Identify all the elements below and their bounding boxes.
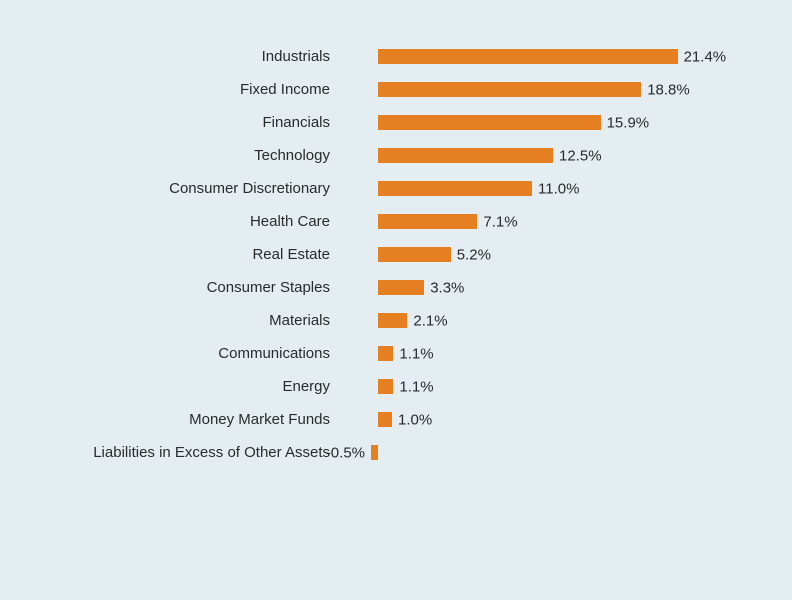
bar (378, 82, 641, 97)
value-label: 1.1% (399, 378, 433, 395)
chart-row: Energy 1.1% (40, 370, 732, 403)
value-label: 7.1% (483, 213, 517, 230)
bar-area: 1.1% (340, 370, 732, 403)
chart-row: Financials 15.9% (40, 106, 732, 139)
bar-area: 1.0% (340, 403, 732, 436)
bar (378, 412, 392, 427)
value-label: 12.5% (559, 147, 602, 164)
bar-area: 3.3% (340, 271, 732, 304)
bar-area: 12.5% (340, 139, 732, 172)
category-label: Real Estate (40, 246, 340, 263)
chart-row: Technology 12.5% (40, 139, 732, 172)
bar (378, 346, 393, 361)
bar (378, 148, 553, 163)
chart-row: Health Care 7.1% (40, 205, 732, 238)
allocation-bar-chart: Industrials 21.4% Fixed Income 18.8% Financi… (0, 0, 792, 600)
category-label: Health Care (40, 213, 340, 230)
value-label: 11.0% (538, 180, 579, 197)
bar-area: 21.4% (340, 40, 732, 73)
bar-area: 7.1% (340, 205, 732, 238)
bar-area: -0.5% (340, 436, 732, 469)
bar-area: 2.1% (340, 304, 732, 337)
value-label: 5.2% (457, 246, 491, 263)
value-label: 18.8% (647, 81, 690, 98)
value-label: 2.1% (413, 312, 447, 329)
category-label: Money Market Funds (40, 411, 340, 428)
category-label: Energy (40, 378, 340, 395)
value-label: 21.4% (684, 48, 727, 65)
value-label: 1.1% (399, 345, 433, 362)
chart-row: Fixed Income 18.8% (40, 73, 732, 106)
bar (371, 445, 378, 460)
chart-row: Industrials 21.4% (40, 40, 732, 73)
bar-area: 5.2% (340, 238, 732, 271)
chart-row: Real Estate 5.2% (40, 238, 732, 271)
chart-rows: Industrials 21.4% Fixed Income 18.8% Financi… (40, 40, 732, 469)
value-label: 15.9% (607, 114, 650, 131)
category-label: Consumer Staples (40, 279, 340, 296)
bar (378, 115, 601, 130)
bar-area: 15.9% (340, 106, 732, 139)
category-label: Materials (40, 312, 340, 329)
chart-row: Materials 2.1% (40, 304, 732, 337)
bar (378, 313, 407, 328)
bar (378, 181, 532, 196)
category-label: Consumer Discretionary (40, 180, 340, 197)
value-label: 1.0% (398, 411, 432, 428)
bar-area: 11.0% (340, 172, 732, 205)
category-label: Communications (40, 345, 340, 362)
bar-area: 1.1% (340, 337, 732, 370)
bar (378, 49, 678, 64)
chart-row: Money Market Funds 1.0% (40, 403, 732, 436)
chart-row: Liabilities in Excess of Other Assets-0.… (40, 436, 732, 469)
category-label: Technology (40, 147, 340, 164)
bar (378, 280, 424, 295)
category-label: Fixed Income (40, 81, 340, 98)
bar (378, 214, 477, 229)
category-label: Liabilities in Excess of Other Assets (40, 444, 340, 461)
value-label: 3.3% (430, 279, 464, 296)
bar (378, 247, 451, 262)
chart-row: Communications 1.1% (40, 337, 732, 370)
value-label: -0.5% (326, 444, 365, 461)
bar-area: 18.8% (340, 73, 732, 106)
category-label: Industrials (40, 48, 340, 65)
chart-row: Consumer Staples 3.3% (40, 271, 732, 304)
bar (378, 379, 393, 394)
chart-row: Consumer Discretionary 11.0% (40, 172, 732, 205)
category-label: Financials (40, 114, 340, 131)
